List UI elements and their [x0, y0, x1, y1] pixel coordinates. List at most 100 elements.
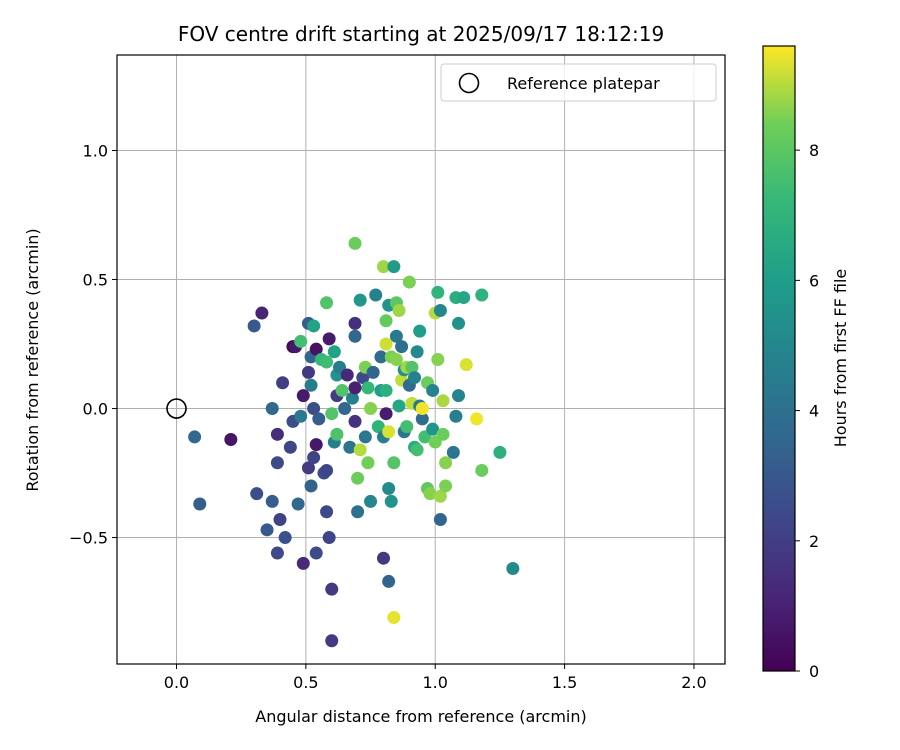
colorbar-ticks: 0 2 4 6 8: [795, 141, 819, 681]
colorbar-tick-label: 2: [809, 532, 819, 551]
data-point: [405, 360, 419, 374]
data-point: [364, 402, 378, 416]
data-point: [433, 303, 447, 317]
data-point: [395, 340, 409, 354]
data-point: [273, 512, 287, 526]
y-axis-label: Rotation from reference (arcmin): [23, 228, 42, 491]
data-point: [361, 456, 375, 470]
data-point: [431, 285, 445, 299]
colorbar-gradient: [762, 45, 796, 672]
data-point: [351, 471, 365, 485]
data-point: [364, 494, 378, 508]
chart-title: FOV centre drift starting at 2025/09/17 …: [178, 22, 664, 46]
data-point: [304, 479, 318, 493]
data-point: [452, 389, 466, 403]
data-point: [470, 412, 484, 426]
data-point: [255, 306, 269, 320]
grid: [117, 55, 725, 664]
data-point: [382, 425, 396, 439]
x-tick-label: 2.0: [681, 673, 706, 692]
colorbar: 0 2 4 6 8 Hours from first FF file: [762, 45, 850, 681]
data-point: [325, 582, 339, 596]
data-point: [426, 422, 440, 436]
data-point: [353, 443, 367, 457]
colorbar-label: Hours from first FF file: [831, 269, 850, 448]
data-point: [348, 414, 362, 428]
data-point: [320, 463, 334, 477]
data-point: [433, 512, 447, 526]
data-point: [270, 546, 284, 560]
data-point: [307, 451, 321, 465]
data-points: [188, 236, 520, 648]
data-point: [309, 342, 323, 356]
data-point: [413, 324, 427, 338]
data-point: [382, 574, 396, 588]
data-point: [389, 353, 403, 366]
data-point: [475, 288, 489, 302]
data-point: [387, 456, 401, 470]
y-axis-ticks: −0.5 0.0 0.5 1.0: [69, 141, 117, 548]
data-point: [343, 440, 357, 454]
data-point: [400, 420, 414, 434]
data-point: [449, 409, 463, 423]
x-axis-label: Angular distance from reference (arcmin): [255, 707, 586, 726]
data-point: [301, 461, 315, 475]
data-point: [291, 497, 305, 511]
data-point: [335, 383, 349, 397]
data-point: [348, 381, 362, 395]
data-point: [457, 291, 471, 305]
data-point: [353, 293, 367, 307]
x-tick-label: 1.5: [552, 673, 577, 692]
colorbar-tick-label: 0: [809, 662, 819, 681]
data-point: [408, 371, 422, 385]
legend-entry-reference-platepar: Reference platepar: [507, 74, 660, 93]
data-point: [270, 456, 284, 470]
y-tick-label: 1.0: [83, 141, 108, 160]
data-point: [304, 378, 318, 392]
data-point: [325, 634, 339, 648]
data-point: [376, 260, 390, 274]
data-point: [320, 355, 334, 369]
data-point: [250, 487, 264, 501]
data-point: [307, 319, 321, 333]
data-point: [433, 489, 447, 503]
data-point: [188, 430, 202, 444]
colorbar-tick-label: 8: [809, 141, 819, 160]
x-tick-label: 0.0: [164, 673, 189, 692]
data-point: [415, 412, 429, 426]
data-point: [322, 332, 336, 346]
y-tick-label: 0.0: [83, 400, 108, 419]
y-tick-label: 0.5: [83, 271, 108, 290]
data-point: [387, 260, 401, 274]
data-point: [439, 479, 453, 493]
data-point: [348, 236, 362, 250]
data-point: [320, 505, 334, 519]
data-point: [224, 432, 238, 446]
data-point: [379, 337, 393, 351]
data-point: [436, 427, 450, 441]
reference-platepar-marker: [166, 398, 187, 419]
data-point: [294, 409, 308, 423]
colorbar-tick-label: 6: [809, 271, 819, 290]
data-point: [446, 445, 460, 459]
data-point: [506, 562, 520, 576]
data-point: [452, 316, 466, 330]
data-point: [348, 316, 362, 330]
data-point: [423, 487, 437, 501]
legend-box: [440, 63, 717, 102]
data-point: [358, 430, 372, 444]
legend-reference-marker: [458, 72, 480, 94]
data-point: [361, 381, 375, 395]
data-point: [459, 358, 473, 372]
data-point: [431, 353, 445, 366]
data-point: [301, 365, 315, 379]
data-point: [436, 394, 450, 408]
data-point: [340, 368, 354, 382]
data-point: [382, 482, 396, 496]
data-point: [426, 383, 440, 397]
data-point: [283, 440, 297, 454]
data-point: [322, 531, 336, 545]
data-point: [265, 402, 279, 416]
data-point: [327, 345, 341, 359]
